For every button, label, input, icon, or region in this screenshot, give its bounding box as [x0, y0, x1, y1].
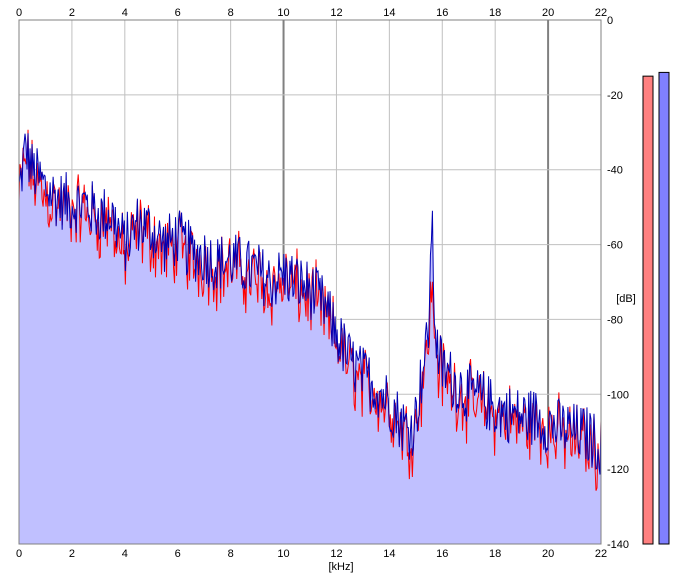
x-tick-label-top: 8	[228, 7, 234, 19]
spectrum-fill-area	[19, 129, 601, 544]
x-tick-label-bottom: 16	[436, 548, 448, 560]
x-tick-label-top: 18	[489, 7, 501, 19]
level-meter-left	[642, 75, 654, 545]
y-tick-label: -100	[607, 389, 629, 401]
x-tick-label-bottom: 0	[16, 548, 22, 560]
spectrum-series-blue	[19, 133, 601, 475]
y-tick-label: -80	[607, 314, 623, 326]
y-tick-label: -40	[607, 165, 623, 177]
x-tick-label-top: 4	[122, 7, 128, 19]
level-meter-right	[658, 71, 670, 545]
x-axis-unit-label: [kHz]	[328, 561, 353, 573]
x-tick-label-bottom: 20	[542, 548, 554, 560]
x-tick-label-bottom: 18	[489, 548, 501, 560]
x-tick-labels-top: 0 2 4 6 8 10 12 14 16 18 20 22	[16, 7, 607, 19]
x-tick-label-top: 22	[595, 7, 607, 19]
x-tick-label-bottom: 6	[175, 548, 181, 560]
y-tick-label: -120	[607, 464, 629, 476]
x-tick-label-top: 10	[277, 7, 289, 19]
y-tick-label: -20	[607, 90, 623, 102]
level-meters	[642, 71, 670, 545]
plot-frame	[18, 19, 602, 545]
x-tick-label-top: 14	[383, 7, 395, 19]
x-tick-labels-bottom: 0 2 4 6 8 10 12 14 16 18 20 22	[16, 548, 607, 560]
y-tick-label: -140	[607, 539, 629, 551]
x-tick-label-bottom: 12	[330, 548, 342, 560]
x-tick-label-bottom: 8	[228, 548, 234, 560]
spectrum-area-fill	[19, 129, 601, 544]
x-tick-label-top: 0	[16, 7, 22, 19]
x-tick-label-bottom: 10	[277, 548, 289, 560]
x-tick-label-bottom: 4	[122, 548, 128, 560]
x-tick-label-top: 12	[330, 7, 342, 19]
x-tick-label-top: 2	[69, 7, 75, 19]
spectrum-series-lines	[19, 129, 601, 491]
x-tick-label-bottom: 14	[383, 548, 395, 560]
x-tick-label-top: 6	[175, 7, 181, 19]
y-tick-label: 0	[607, 15, 613, 27]
y-tick-labels: 0 -20 -40 -60 -80 -100 -120 -140	[607, 15, 629, 551]
x-tick-label-bottom: 2	[69, 548, 75, 560]
y-axis-unit-label: [dB]	[616, 293, 636, 305]
y-tick-label: -60	[607, 240, 623, 252]
x-tick-label-bottom: 22	[595, 548, 607, 560]
x-tick-label-top: 16	[436, 7, 448, 19]
x-tick-label-top: 20	[542, 7, 554, 19]
